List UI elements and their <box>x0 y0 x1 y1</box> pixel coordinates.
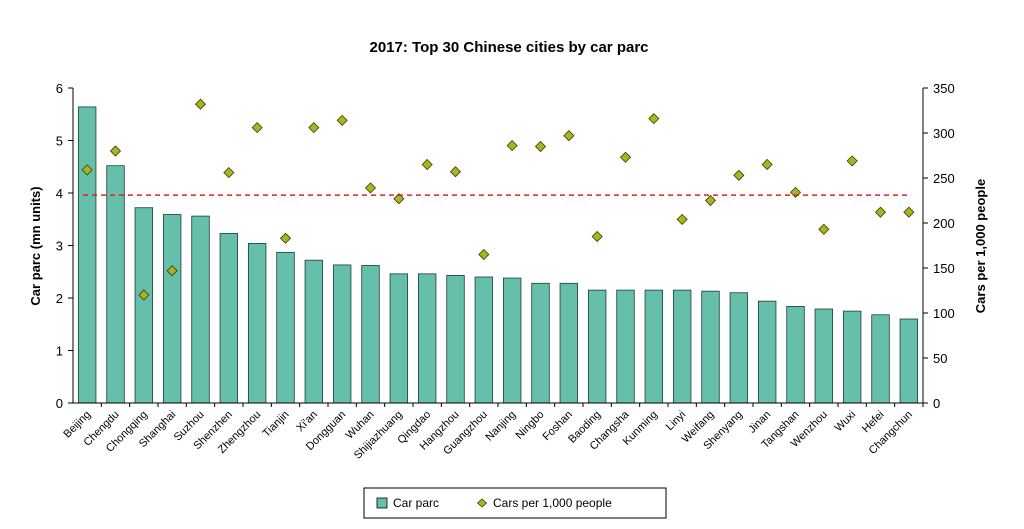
bar-hangzhou <box>446 275 465 404</box>
legend-label-car-parc: Car parc <box>393 496 439 510</box>
right-tick-label: 100 <box>933 306 955 321</box>
marker-suzhou <box>194 98 207 110</box>
right-tick-label: 250 <box>933 171 955 186</box>
marker-hefei <box>874 206 887 218</box>
legend-frame <box>363 487 667 519</box>
marker-tianjin <box>279 232 292 244</box>
marker-foshan <box>563 130 575 142</box>
bar-weifang <box>701 290 720 404</box>
y2-axis-title: Cars per 1,000 people <box>973 179 988 313</box>
right-tick-label: 200 <box>933 216 955 231</box>
bar-linyi <box>672 289 692 404</box>
left-tick-label: 6 <box>56 81 63 96</box>
bar-nanjing <box>502 277 522 404</box>
category-labels: BeijingChengduChongqingShanghaiSuzhouShe… <box>61 403 924 462</box>
legend-bar-swatch <box>376 497 388 509</box>
left-axis-ticks: 0 1 2 3 4 5 6 <box>56 81 73 411</box>
bar-foshan <box>559 282 579 404</box>
left-tick-label: 3 <box>56 239 63 254</box>
bar-shanghai <box>162 214 182 404</box>
bar-wuhan <box>361 265 380 404</box>
left-tick-label: 5 <box>56 134 63 149</box>
marker-shenzhen <box>223 167 235 179</box>
bar-zhengzhou <box>247 242 267 404</box>
legend-label-cars-per-1000: Cars per 1,000 people <box>493 496 612 510</box>
bar-kunming <box>644 289 664 404</box>
marker-weifang <box>704 194 717 207</box>
marker-series <box>81 98 915 301</box>
bar-guangzhou <box>474 276 494 404</box>
bar-wenzhou <box>814 308 834 404</box>
marker-xian <box>308 122 320 134</box>
category-label: Linyi <box>664 409 688 433</box>
marker-ningbo <box>534 140 547 153</box>
right-tick-label: 150 <box>933 261 955 276</box>
marker-hangzhou <box>449 166 462 178</box>
right-tick-label: 50 <box>933 351 947 366</box>
left-tick-label: 0 <box>56 396 63 411</box>
marker-jinan <box>761 158 773 171</box>
left-tick-label: 2 <box>56 291 63 306</box>
bar-shenzhen <box>219 233 239 404</box>
bar-changsha <box>616 289 635 404</box>
bar-tianjin <box>276 251 295 404</box>
marker-baoding <box>591 230 603 243</box>
bar-tangshan <box>786 305 805 404</box>
bar-beijing <box>77 106 97 404</box>
marker-qingdao <box>421 158 433 171</box>
bar-series <box>77 106 919 404</box>
right-tick-label: 0 <box>933 396 940 411</box>
marker-chengdu <box>109 145 122 157</box>
bar-jinan <box>757 300 777 404</box>
y-axis-title: Car parc (mn units) <box>28 186 43 305</box>
bar-chongqing <box>134 207 154 404</box>
marker-shenyang <box>733 169 745 181</box>
marker-wuhan <box>364 182 377 194</box>
marker-wenzhou <box>818 223 830 235</box>
marker-tangshan <box>789 186 802 198</box>
marker-nanjing <box>506 140 518 152</box>
bar-dongguan <box>332 264 352 404</box>
marker-kunming <box>648 113 660 125</box>
marker-dongguan <box>336 114 348 126</box>
bar-shijiazhuang <box>389 273 409 404</box>
marker-linyi <box>676 213 688 225</box>
marker-chongqing <box>138 289 150 301</box>
bar-ningbo <box>531 282 550 404</box>
chart-title: 2017: Top 30 Chinese cities by car parc <box>369 39 648 56</box>
marker-shijiazhuang <box>393 193 405 205</box>
legend-marker-swatch <box>476 498 488 508</box>
marker-changchun <box>903 206 915 218</box>
bar-xian <box>304 259 324 404</box>
marker-changsha <box>619 151 632 163</box>
right-tick-label: 350 <box>933 81 955 96</box>
marker-shanghai <box>166 265 178 277</box>
bar-shenyang <box>729 292 749 404</box>
bar-qingdao <box>417 273 437 404</box>
bar-chengdu <box>106 165 125 404</box>
category-label: Wuxi <box>833 409 859 435</box>
marker-zhengzhou <box>251 122 263 134</box>
legend: Car parc Cars per 1,000 people <box>363 487 667 519</box>
category-label: Nanjing <box>483 409 518 444</box>
category-label: Xi'an <box>294 409 320 435</box>
right-axis-ticks: 0 50 100 150 200 250 300 350 <box>923 81 955 411</box>
marker-wuxi <box>846 155 858 167</box>
marker-beijing <box>81 164 93 176</box>
category-label: Tianjin <box>261 409 292 440</box>
bar-changchun <box>899 318 919 404</box>
bar-baoding <box>587 289 607 404</box>
bar-suzhou <box>191 215 210 404</box>
marker-guangzhou <box>478 248 490 261</box>
bar-hefei <box>871 314 890 404</box>
left-tick-label: 1 <box>56 344 63 359</box>
bar-wuxi <box>842 310 862 404</box>
left-tick-label: 4 <box>56 186 63 201</box>
right-tick-label: 300 <box>933 126 955 141</box>
